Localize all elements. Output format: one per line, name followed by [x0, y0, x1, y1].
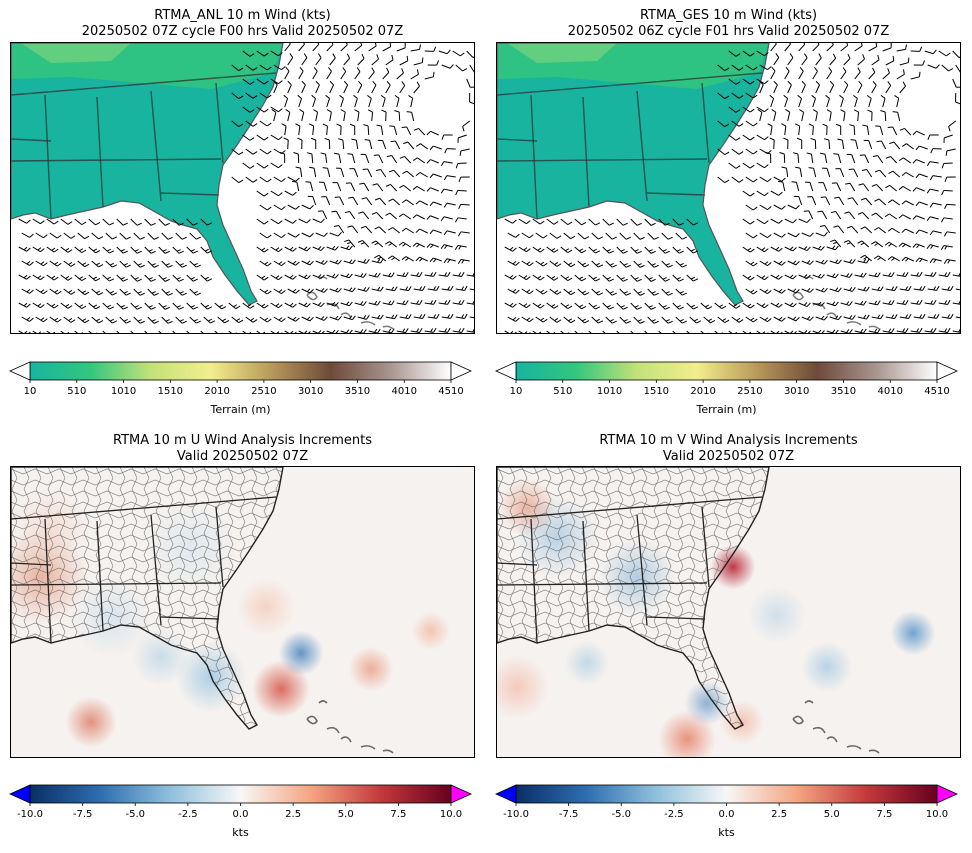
colorbar-tick-label: 2010	[204, 386, 229, 397]
colorbar-tick-label: 3510	[345, 386, 370, 397]
panel-title-anl: RTMA_ANL 10 m Wind (kts) 20250502 07Z cy…	[10, 8, 475, 40]
colorbar-tick-label: 10	[510, 386, 523, 397]
colorbar-tick-label: -10.0	[503, 809, 529, 820]
colorbar-over-extend	[451, 362, 471, 380]
colorbar-tick-label: -5.0	[611, 809, 631, 820]
colorbar-tick-label: 3510	[831, 386, 856, 397]
colorbar-tick-label: 2510	[737, 386, 762, 397]
colorbar-tick-label: 3010	[298, 386, 323, 397]
map-ges-wind	[496, 42, 961, 334]
colorbar-tick-label: 5.0	[338, 809, 354, 820]
colorbar-tick-label: 10.0	[926, 809, 948, 820]
colorbar-under-extend	[496, 785, 516, 803]
colorbar-tick-label: 10.0	[440, 809, 462, 820]
title-line1: RTMA_ANL 10 m Wind (kts)	[10, 8, 475, 24]
map-v-svg	[497, 467, 960, 757]
colorbar-tick-label: 2010	[690, 386, 715, 397]
increment-colorbar-label-right: kts	[494, 826, 959, 839]
colorbar-tick-label: 7.5	[390, 809, 406, 820]
colorbar-tick-label: 0.0	[719, 809, 735, 820]
increment-colorbar-svg: -10.0 -7.5 -5.0 -2.5 0.0 2.5 5.0 7.5 10.0	[494, 783, 959, 825]
terrain-colorbar-label-right: Terrain (m)	[494, 403, 959, 416]
terrain-colorbar-right: 10 510 1010 1510 2010 2510 3010 3510 4010 4510	[494, 360, 959, 430]
increment-colorbar-left: -10.0 -7.5 -5.0 -2.5 0.0 2.5 5.0 7.5 10.0	[8, 783, 473, 853]
colorbar-tick-label: 2.5	[285, 809, 301, 820]
colorbar-tick-label: 1510	[644, 386, 669, 397]
colorbar-tick-label: 1010	[111, 386, 136, 397]
title-line1: RTMA_GES 10 m Wind (kts)	[496, 8, 961, 24]
panel-title-ges: RTMA_GES 10 m Wind (kts) 20250502 06Z cy…	[496, 8, 961, 40]
colorbar-tick-label: 4010	[391, 386, 416, 397]
map-v-increment	[496, 466, 961, 758]
colorbar-tick-label: 2.5	[771, 809, 787, 820]
map-u-svg	[11, 467, 474, 757]
colorbar-tick-label: -10.0	[17, 809, 43, 820]
title-line2: 20250502 06Z cycle F01 hrs Valid 2025050…	[496, 24, 961, 40]
title-line2: Valid 20250502 07Z	[10, 449, 475, 465]
colorbar-under-extend	[10, 362, 30, 380]
panel-title-v-increment: RTMA 10 m V Wind Analysis Increments Val…	[496, 433, 961, 465]
map-ges-svg	[497, 43, 960, 333]
map-anl-wind	[10, 42, 475, 334]
colorbar-tick-label: 5.0	[824, 809, 840, 820]
colorbar-tick-label: -2.5	[178, 809, 198, 820]
colorbar-tick-label: 4510	[924, 386, 949, 397]
colorbar-tick-label: 1510	[158, 386, 183, 397]
colorbar-under-extend	[10, 785, 30, 803]
colorbar-tick-label: -7.5	[73, 809, 93, 820]
terrain-colorbar-svg: 10 510 1010 1510 2010 2510 3010 3510 4010 4510	[494, 360, 959, 402]
colorbar-tick-label: 4010	[877, 386, 902, 397]
title-line1: RTMA 10 m V Wind Analysis Increments	[496, 433, 961, 449]
increment-colorbar-right: -10.0 -7.5 -5.0 -2.5 0.0 2.5 5.0 7.5 10.0	[494, 783, 959, 853]
colorbar-tick-label: 2510	[251, 386, 276, 397]
colorbar-tick-label: 0.0	[233, 809, 249, 820]
colorbar-tick-label: -5.0	[125, 809, 145, 820]
colorbar-tick-label: 510	[553, 386, 572, 397]
colorbar-over-extend	[451, 785, 471, 803]
colorbar-tick-label: 10	[24, 386, 37, 397]
colorbar-tick-label: -2.5	[664, 809, 684, 820]
title-line2: 20250502 07Z cycle F00 hrs Valid 2025050…	[10, 24, 475, 40]
increment-colorbar-svg: -10.0 -7.5 -5.0 -2.5 0.0 2.5 5.0 7.5 10.0	[8, 783, 473, 825]
colorbar-tick-label: 3010	[784, 386, 809, 397]
terrain-colorbar-svg: 10 510 1010 1510 2010 2510 3010 3510 4010 4510	[8, 360, 473, 402]
colorbar-tick-label: 1010	[597, 386, 622, 397]
colorbar-tick-label: -7.5	[559, 809, 579, 820]
terrain-colorbar-left: 10 510 1010 1510 2010 2510 3010 3510 4010 4510	[8, 360, 473, 430]
colorbar-over-extend	[937, 362, 957, 380]
colorbar-tick-label: 510	[67, 386, 86, 397]
map-u-increment	[10, 466, 475, 758]
panel-title-u-increment: RTMA 10 m U Wind Analysis Increments Val…	[10, 433, 475, 465]
colorbar-under-extend	[496, 362, 516, 380]
increment-colorbar-label-left: kts	[8, 826, 473, 839]
colorbar-over-extend	[937, 785, 957, 803]
colorbar-tick-label: 4510	[438, 386, 463, 397]
title-line1: RTMA 10 m U Wind Analysis Increments	[10, 433, 475, 449]
terrain-colorbar-label-left: Terrain (m)	[8, 403, 473, 416]
map-anl-svg	[11, 43, 474, 333]
colorbar-tick-label: 7.5	[876, 809, 892, 820]
title-line2: Valid 20250502 07Z	[496, 449, 961, 465]
